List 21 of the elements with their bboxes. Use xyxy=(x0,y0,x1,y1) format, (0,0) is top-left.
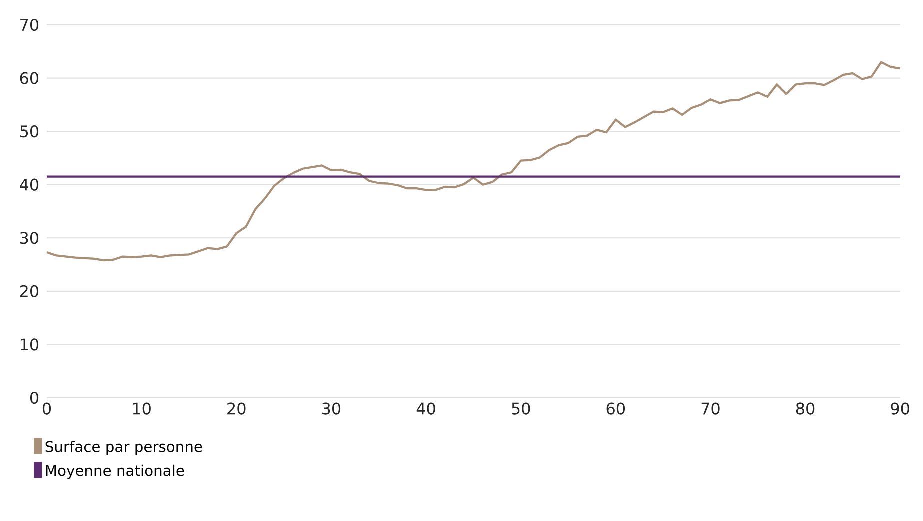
y-tick-label: 50 xyxy=(20,126,39,138)
x-tick-label: 70 xyxy=(702,402,720,415)
y-tick-label: 30 xyxy=(20,232,39,244)
x-tick-label: 50 xyxy=(512,402,530,415)
legend-label: Moyenne nationale xyxy=(46,464,184,480)
x-tick-label: 30 xyxy=(322,402,341,415)
y-tick-label: 40 xyxy=(20,178,39,191)
y-tick-label: 0 xyxy=(30,392,39,404)
line-series xyxy=(46,61,902,262)
x-tick-label: 60 xyxy=(606,402,626,415)
y-tick-label: 20 xyxy=(20,285,39,298)
y-tick-label: 60 xyxy=(20,72,39,84)
legend-label: Surface par personne xyxy=(46,440,202,456)
x-tick-label: 0 xyxy=(42,402,52,415)
y-tick-label: 10 xyxy=(21,338,39,351)
x-tick-label: 10 xyxy=(133,402,151,415)
x-tick-label: 90 xyxy=(891,402,910,415)
x-tick-label: 80 xyxy=(796,402,815,415)
x-tick-label: 20 xyxy=(228,402,246,415)
y-tick-label: 70 xyxy=(20,18,39,32)
x-tick-label: 40 xyxy=(416,402,436,415)
